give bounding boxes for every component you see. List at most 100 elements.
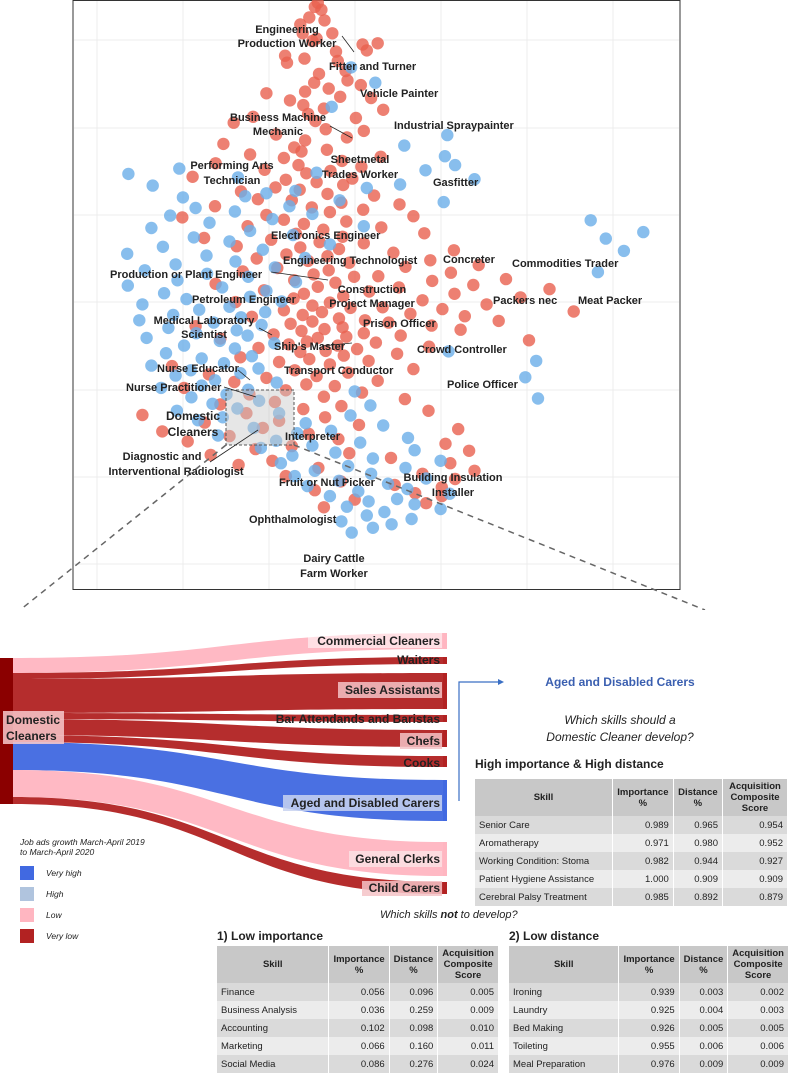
occupation-point-low-growth — [360, 44, 373, 57]
occupation-point-low-growth — [165, 359, 179, 373]
occupation-point-low-growth — [336, 321, 349, 334]
occupation-point-high-growth — [154, 381, 168, 395]
column-header: Distance % — [389, 946, 439, 983]
occupation-point-low-growth — [283, 94, 297, 107]
occupation-point-low-growth — [354, 78, 367, 92]
occupation-point-low-growth — [303, 11, 316, 24]
column-header: Skill — [475, 779, 613, 816]
occupation-point-low-growth — [311, 280, 324, 293]
label-meat-packer: Meat Packer — [578, 295, 643, 307]
occupation-point-high-growth — [216, 281, 229, 294]
occupation-point-low-growth — [341, 74, 354, 87]
occupation-point-high-growth — [323, 489, 337, 503]
label-fitter-and-turner: Fitter and Turner — [329, 61, 417, 73]
occupation-point-high-growth — [362, 495, 375, 508]
occupation-point-high-growth — [399, 461, 412, 475]
label-prison-officer: Prison Officer — [363, 318, 436, 330]
occupation-point-high-growth — [173, 162, 186, 175]
legend-swatch — [20, 865, 34, 880]
occupation-point-high-growth — [398, 139, 411, 152]
occupation-point-low-growth — [337, 349, 350, 362]
legend-item-very-high: Very high — [20, 862, 145, 883]
occupation-point-low-growth — [369, 336, 383, 349]
value-cell: 0.010 — [437, 1019, 499, 1037]
occupation-point-high-growth — [306, 439, 319, 452]
occupation-point-low-growth — [265, 233, 278, 246]
occupation-point-low-growth — [315, 3, 328, 16]
occupation-point-low-growth — [294, 345, 307, 359]
occupation-point-high-growth — [519, 371, 532, 384]
occupation-point-high-growth — [531, 392, 545, 405]
target-bar-commercial-cleaners — [443, 633, 447, 649]
occupation-point-low-growth — [298, 85, 312, 98]
occupation-point-low-growth — [332, 432, 345, 446]
occupation-point-low-growth — [246, 110, 260, 124]
occupation-point-low-growth — [355, 160, 368, 173]
occupation-point-high-growth — [584, 214, 597, 227]
occupation-point-high-growth — [133, 314, 146, 327]
occupation-point-high-growth — [207, 316, 220, 329]
occupation-point-high-growth — [121, 247, 134, 260]
value-cell: 0.927 — [722, 852, 789, 870]
occupation-point-low-growth — [357, 327, 370, 340]
occupation-point-high-growth — [200, 267, 214, 280]
value-cell: 0.098 — [389, 1019, 439, 1037]
occupation-point-low-growth — [288, 364, 301, 377]
occupation-point-low-growth — [268, 395, 282, 409]
label-transport-conductor: Transport Conductor — [284, 365, 394, 377]
table-row: Accounting 0.102 0.098 0.010 — [217, 1019, 499, 1037]
occupation-point-low-growth — [313, 235, 326, 249]
occupation-point-low-growth — [295, 145, 308, 158]
occupation-point-high-growth — [438, 150, 452, 163]
occupation-point-high-growth — [369, 76, 382, 89]
high-table-title: High importance & High distance — [475, 757, 664, 771]
occupation-point-low-growth — [331, 339, 344, 352]
occupation-point-low-growth — [258, 163, 271, 176]
occupation-point-low-growth — [336, 230, 349, 243]
occupation-point-low-growth — [424, 254, 437, 267]
occupation-point-high-growth — [360, 181, 373, 195]
value-cell: 0.009 — [437, 1001, 499, 1019]
occupation-point-high-growth — [234, 311, 248, 324]
value-cell: 0.955 — [618, 1037, 680, 1055]
occupation-point-low-growth — [357, 237, 370, 250]
occupation-point-low-growth — [227, 116, 240, 129]
skill-cell: Patient Hygiene Assistance — [475, 870, 613, 888]
occupation-point-high-growth — [259, 305, 272, 319]
occupation-point-low-growth — [279, 384, 292, 397]
occupation-point-high-growth — [171, 274, 184, 287]
occupation-point-high-growth — [335, 515, 348, 528]
occupation-point-low-growth — [280, 248, 293, 261]
occupation-point-low-growth — [335, 399, 348, 413]
occupation-point-high-growth — [241, 329, 254, 342]
occupation-point-high-growth — [301, 479, 314, 493]
sales-assistants-label-bg — [338, 682, 442, 698]
flow-sales-assistants — [13, 673, 443, 713]
label-packers-nec: Packers nec — [493, 295, 557, 307]
occupation-point-low-growth — [309, 114, 322, 128]
occupation-point-low-growth — [337, 178, 350, 192]
occupation-point-high-growth — [184, 364, 197, 377]
occupation-point-high-growth — [340, 500, 354, 513]
aged-carers-arrowhead — [498, 679, 504, 685]
skill-cell: Ironing — [509, 983, 620, 1001]
occupation-point-high-growth — [357, 220, 370, 233]
chefs-label-bg — [400, 733, 442, 749]
occupation-point-low-growth — [256, 421, 269, 435]
legend-swatch — [20, 907, 34, 922]
table-header-row: Skill Importance % Distance % Acquisition C… — [217, 946, 499, 983]
occupation-point-high-growth — [306, 207, 319, 221]
occupation-point-high-growth — [255, 318, 268, 332]
value-cell: 0.989 — [612, 816, 674, 834]
occupation-point-low-growth — [398, 392, 412, 406]
occupation-point-low-growth — [306, 34, 319, 48]
occupation-point-low-growth — [260, 371, 273, 385]
occupation-point-low-growth — [306, 315, 319, 328]
value-cell: 0.939 — [618, 983, 680, 1001]
occupation-point-low-growth — [310, 369, 323, 383]
target-bar-cooks — [443, 756, 447, 767]
occupation-point-low-growth — [331, 54, 344, 68]
legend-item-low: Low — [20, 904, 145, 925]
occupation-point-high-growth — [323, 238, 337, 251]
occupation-point-low-growth — [358, 314, 372, 327]
